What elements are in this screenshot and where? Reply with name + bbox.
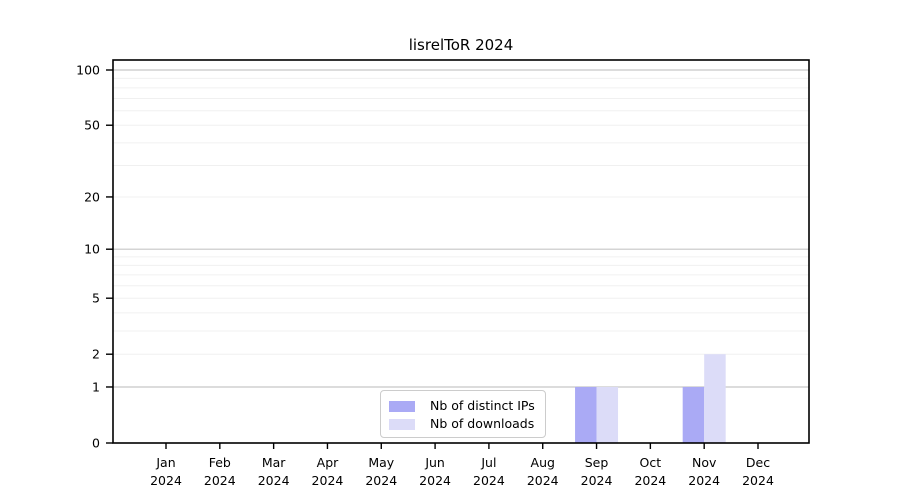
x-tick-label-year-aug: 2024 [527, 473, 559, 488]
x-tick-label-year-sep: 2024 [581, 473, 613, 488]
legend-label-distinct-ips: Nb of distinct IPs [430, 398, 535, 413]
x-tick-label-month-oct: Oct [640, 455, 662, 470]
bar-distinct-ips-sep [575, 386, 597, 443]
x-tick-label-month-jun: Jun [424, 455, 445, 470]
x-tick-label-month-apr: Apr [317, 455, 339, 470]
y-tick-label-20: 20 [84, 189, 100, 204]
bar-downloads-nov [704, 354, 726, 443]
x-tick-label-month-aug: Aug [531, 455, 555, 470]
legend-label-downloads: Nb of downloads [430, 416, 535, 431]
x-tick-label-month-nov: Nov [692, 455, 717, 470]
legend-swatch-distinct-ips [389, 400, 415, 412]
legend: Nb of distinct IPs Nb of downloads [380, 390, 546, 438]
x-tick-label-year-oct: 2024 [634, 473, 666, 488]
x-tick-label-year-jan: 2024 [150, 473, 182, 488]
x-tick-label-month-feb: Feb [209, 455, 231, 470]
x-tick-label-year-dec: 2024 [742, 473, 774, 488]
chart-title: lisrelToR 2024 [408, 36, 514, 54]
x-tick-label-year-apr: 2024 [312, 473, 344, 488]
bar-distinct-ips-nov [682, 386, 705, 443]
bar-downloads-sep [596, 386, 619, 443]
plot-border [112, 59, 810, 444]
y-tick-label-1: 1 [92, 379, 100, 394]
x-tick-label-year-nov: 2024 [688, 473, 720, 488]
x-tick-label-month-jul: Jul [480, 455, 496, 470]
legend-item-downloads: Nb of downloads [389, 415, 537, 433]
x-tick-label-month-jan: Jan [155, 455, 175, 470]
x-tick-label-year-mar: 2024 [258, 473, 290, 488]
y-tick-label-50: 50 [84, 118, 100, 133]
x-tick-label-year-may: 2024 [365, 473, 397, 488]
x-tick-label-month-sep: Sep [585, 455, 609, 470]
legend-item-distinct-ips: Nb of distinct IPs [389, 397, 537, 415]
x-tick-label-year-feb: 2024 [204, 473, 236, 488]
x-tick-label-year-jul: 2024 [473, 473, 505, 488]
y-tick-label-5: 5 [92, 291, 100, 306]
legend-swatch-downloads [389, 418, 415, 430]
y-tick-label-2: 2 [92, 347, 100, 362]
x-tick-label-month-mar: Mar [262, 455, 286, 470]
x-tick-label-year-jun: 2024 [419, 473, 451, 488]
y-tick-label-10: 10 [84, 242, 100, 257]
x-tick-label-month-dec: Dec [746, 455, 770, 470]
y-tick-label-100: 100 [76, 63, 100, 78]
y-tick-label-0: 0 [92, 436, 100, 451]
x-tick-label-month-may: May [368, 455, 394, 470]
